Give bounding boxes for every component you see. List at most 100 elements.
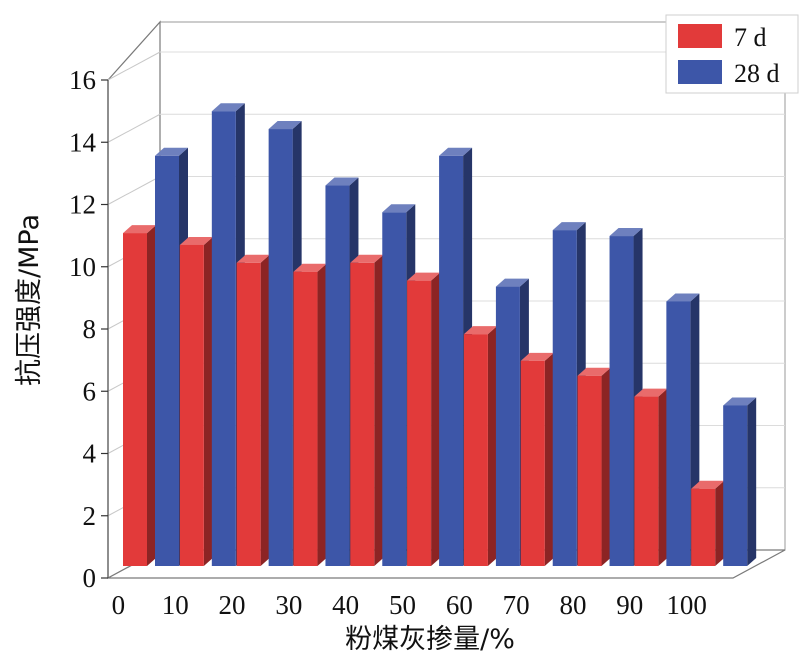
bar-top	[123, 225, 156, 234]
bar-front	[439, 155, 464, 566]
bar-7d-40	[350, 254, 384, 566]
bar-28d-100	[723, 397, 757, 566]
y-tick-label: 0	[83, 563, 97, 593]
gridline-side	[107, 176, 161, 205]
bar-front	[691, 488, 716, 566]
bar-top	[666, 293, 700, 302]
y-axis-title: 抗压强度/MPa	[14, 214, 45, 386]
bar-front	[666, 301, 691, 566]
x-tick-label: 80	[559, 590, 586, 620]
bar-top	[382, 204, 416, 213]
bar-top	[495, 278, 529, 287]
x-tick-label: 50	[389, 590, 416, 620]
gridline-side	[107, 113, 161, 143]
bar-side	[747, 397, 757, 566]
bar-front	[723, 405, 748, 566]
bar-side	[147, 225, 156, 566]
bar-front	[634, 396, 659, 566]
y-tick-label: 6	[83, 376, 97, 406]
x-tick-label: 100	[666, 590, 707, 620]
bar-front	[552, 230, 577, 566]
x-tick-label: 0	[112, 590, 126, 620]
bar-front	[350, 262, 375, 566]
y-tick-label: 16	[69, 65, 96, 95]
x-tick-label: 60	[446, 590, 473, 620]
bar-front	[495, 286, 520, 566]
bar-front	[407, 280, 432, 566]
x-tick-label: 70	[503, 590, 530, 620]
bar-side	[544, 352, 554, 566]
bar-front	[382, 212, 407, 566]
legend-label-7d: 7 d	[734, 23, 767, 52]
x-tick-label: 20	[219, 590, 246, 620]
bar-top	[350, 254, 384, 263]
bar-side	[203, 236, 213, 566]
bar-front	[520, 360, 545, 566]
bar-7d-10	[179, 236, 213, 566]
y-tick-label: 12	[69, 190, 96, 220]
bar-front	[123, 233, 147, 566]
bar-front	[236, 262, 261, 566]
bar-top	[577, 367, 611, 376]
bar-7d-60	[463, 326, 497, 566]
bar-top	[723, 397, 757, 406]
y-tick-label: 10	[69, 252, 96, 282]
bar-7d-50	[407, 272, 441, 566]
bar-7d-30	[293, 263, 327, 566]
y-tick-label: 14	[69, 127, 97, 157]
bar-top	[179, 236, 213, 245]
bar-7d-90	[634, 388, 668, 566]
bar-top	[634, 388, 668, 397]
bar-7d-70	[520, 352, 554, 566]
legend-label-28d: 28 d	[734, 59, 780, 88]
legend: 7 d 28 d	[665, 14, 799, 94]
bar-front	[155, 155, 179, 566]
bar-top	[463, 326, 497, 335]
y-tick-labels: 0 2 4 6 8 10 12 14 16	[69, 65, 108, 593]
bar-7d-100	[691, 480, 725, 566]
legend-swatch-7d	[678, 24, 722, 48]
bar-7d-20	[236, 254, 270, 566]
bar-7d-80	[577, 367, 611, 566]
bar-top	[691, 480, 725, 489]
x-tick-label: 90	[616, 590, 643, 620]
y-tick-label: 4	[83, 439, 97, 469]
bar-top	[439, 147, 473, 156]
bar-side	[431, 272, 441, 566]
legend-swatch-28d	[678, 60, 722, 84]
bar-top	[609, 228, 643, 237]
x-tick-label: 30	[275, 590, 302, 620]
bar-side	[260, 254, 270, 566]
bar-side	[317, 263, 327, 566]
bar-front	[211, 111, 236, 566]
bar-front	[577, 375, 602, 566]
bar-top	[268, 121, 302, 130]
y-tick-label: 2	[83, 501, 97, 531]
x-tick-label: 40	[332, 590, 359, 620]
bar-top	[407, 272, 441, 281]
bar-front	[268, 129, 293, 566]
x-tick-label: 10	[162, 590, 189, 620]
x-tick-labels: 0 10 20 30 40 50 60 70 80 90 100	[112, 590, 707, 620]
bar-side	[658, 388, 668, 566]
bar-side	[487, 326, 497, 566]
bar-front	[179, 244, 204, 566]
bars	[123, 103, 757, 566]
bar-front	[293, 271, 318, 566]
bar-side	[715, 480, 725, 566]
bar-top	[325, 177, 359, 186]
bar-top	[552, 222, 586, 231]
bar-top	[520, 352, 554, 361]
bar-top	[293, 263, 327, 272]
y-tick-label: 8	[83, 314, 97, 344]
bar-7d-0	[123, 225, 156, 566]
bar-top	[236, 254, 270, 263]
bar-side	[601, 367, 611, 566]
bar-top	[211, 103, 245, 112]
x-axis-title: 粉煤灰掺量/%	[345, 624, 515, 655]
bar-front	[609, 236, 634, 566]
bar-front	[325, 185, 350, 566]
bar-front	[463, 334, 488, 566]
bar-side	[374, 254, 384, 566]
